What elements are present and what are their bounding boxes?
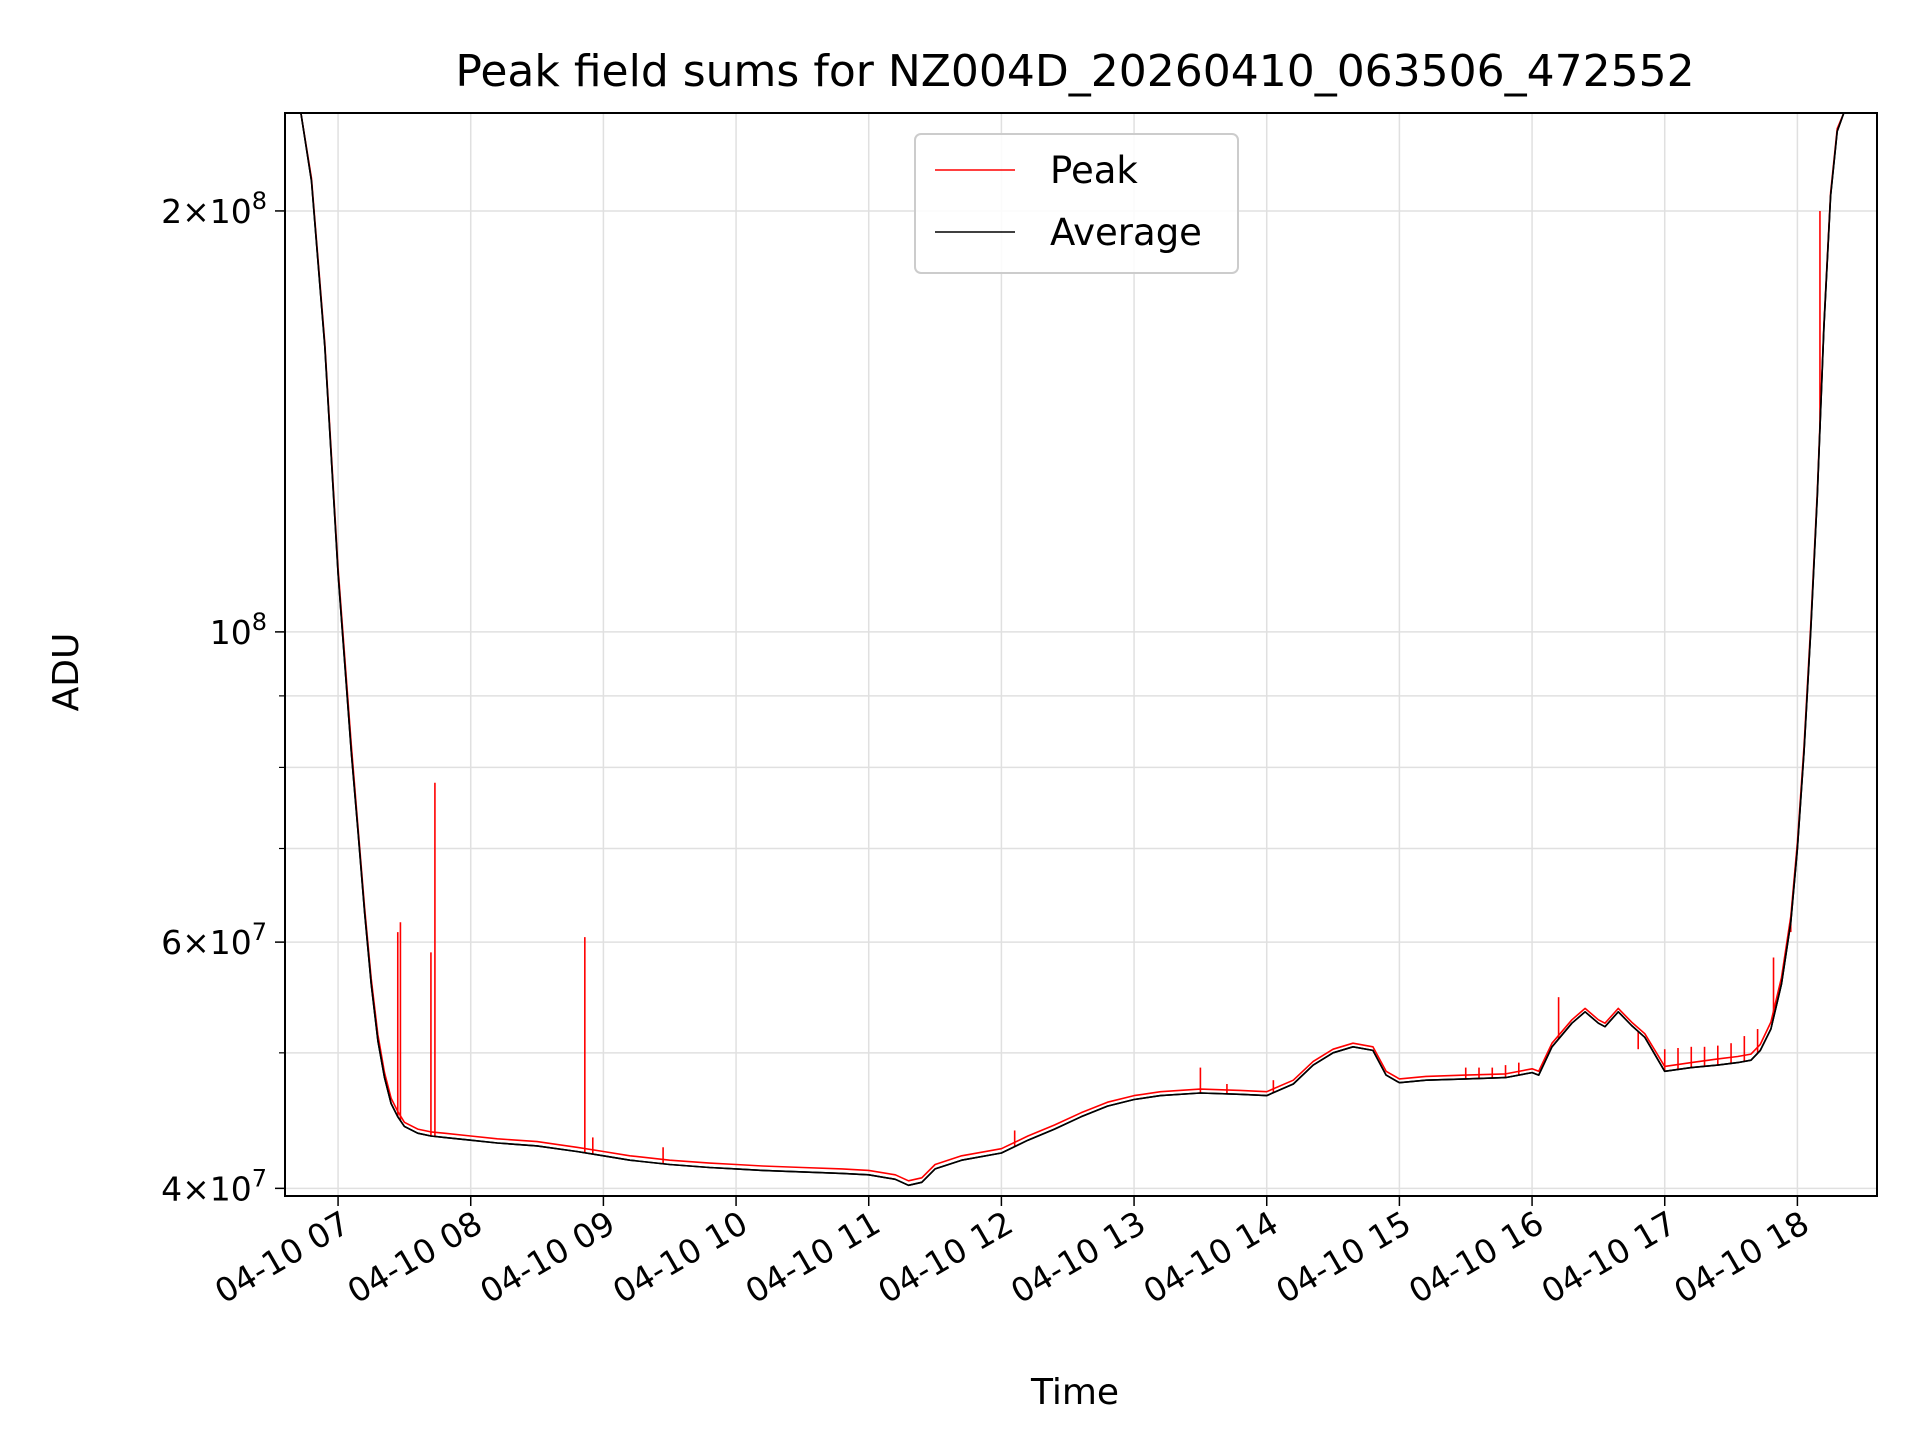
y-tick-label: 108 [210,608,267,652]
series-line-peak [300,113,1851,1182]
legend-label-average: Average [1050,211,1202,254]
y-tick-label: 6×107 [161,918,267,962]
grid [285,113,1877,1196]
y-axis-label: ADU [46,633,87,712]
y-tick-label: 4×107 [161,1164,267,1208]
x-axis-label: Time [1030,1372,1119,1413]
y-tick-label: 2×108 [161,187,267,231]
plot-frame [284,112,1878,1197]
series-line-average-top [300,113,1851,1187]
chart-title: Peak field sums for NZ004D_20260410_0635… [455,46,1694,97]
legend-box [914,133,1239,274]
series-group [300,113,1851,1187]
legend: Peak Average [914,133,1239,274]
legend-label-peak: Peak [1050,149,1138,192]
